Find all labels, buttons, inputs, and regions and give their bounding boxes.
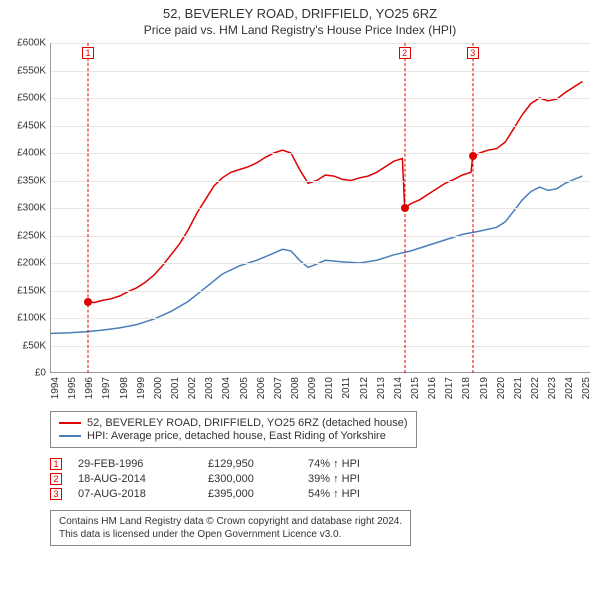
x-tick-label: 2016 [427, 377, 438, 399]
gridline [51, 208, 590, 209]
sale-row-date: 29-FEB-1996 [78, 458, 208, 470]
x-tick-label: 2000 [153, 377, 164, 399]
legend-row-property: 52, BEVERLEY ROAD, DRIFFIELD, YO25 6RZ (… [59, 417, 408, 429]
gridline [51, 263, 590, 264]
series-line [51, 176, 582, 333]
y-axis-labels: £0£50K£100K£150K£200K£250K£300K£350K£400… [8, 43, 48, 373]
gridline [51, 71, 590, 72]
sale-row-index: 3 [50, 488, 62, 500]
x-tick-label: 2021 [513, 377, 524, 399]
sale-row: 3 07-AUG-2018£395,00054% ↑ HPI [50, 488, 592, 500]
y-tick-label: £550K [8, 65, 46, 76]
x-tick-label: 2019 [479, 377, 490, 399]
sale-row-price: £395,000 [208, 488, 308, 500]
y-tick-label: £300K [8, 203, 46, 214]
sales-table: 1 29-FEB-1996£129,95074% ↑ HPI 2 18-AUG-201… [50, 458, 592, 500]
x-tick-label: 2017 [444, 377, 455, 399]
x-tick-label: 2001 [170, 377, 181, 399]
sale-event-line [88, 43, 89, 373]
sale-event-marker [469, 152, 477, 160]
x-tick-label: 2004 [221, 377, 232, 399]
sale-event-box: 3 [467, 47, 479, 59]
x-tick-label: 2003 [204, 377, 215, 399]
sale-row: 1 29-FEB-1996£129,95074% ↑ HPI [50, 458, 592, 470]
y-tick-label: £150K [8, 285, 46, 296]
x-tick-label: 2015 [410, 377, 421, 399]
x-tick-label: 2018 [461, 377, 472, 399]
sale-row-index: 2 [50, 473, 62, 485]
x-tick-label: 2008 [290, 377, 301, 399]
y-tick-label: £600K [8, 38, 46, 49]
gridline [51, 126, 590, 127]
sale-event-marker [84, 298, 92, 306]
legend-label-property: 52, BEVERLEY ROAD, DRIFFIELD, YO25 6RZ (… [87, 417, 408, 429]
x-axis-labels: 1994 1995 1996 1997 1998 1999 2000 2001 2002 2003… [50, 375, 590, 403]
gridline [51, 291, 590, 292]
y-tick-label: £500K [8, 93, 46, 104]
x-tick-label: 2006 [256, 377, 267, 399]
x-tick-label: 2022 [530, 377, 541, 399]
x-tick-label: 1999 [136, 377, 147, 399]
y-tick-label: £0 [8, 368, 46, 379]
y-tick-label: £400K [8, 148, 46, 159]
x-tick-label: 1995 [67, 377, 78, 399]
gridline [51, 181, 590, 182]
sale-row: 2 18-AUG-2014£300,00039% ↑ HPI [50, 473, 592, 485]
gridline [51, 346, 590, 347]
x-tick-label: 2005 [239, 377, 250, 399]
y-tick-label: £50K [8, 340, 46, 351]
gridline [51, 153, 590, 154]
sale-event-marker [401, 204, 409, 212]
legend-row-hpi: HPI: Average price, detached house, East… [59, 430, 408, 442]
x-tick-label: 2011 [341, 377, 352, 399]
legend-swatch-hpi [59, 435, 81, 437]
y-tick-label: £250K [8, 230, 46, 241]
x-tick-label: 2002 [187, 377, 198, 399]
page-title: 52, BEVERLEY ROAD, DRIFFIELD, YO25 6RZ [8, 6, 592, 21]
plot-area: 1 2 3 [50, 43, 590, 373]
sale-event-box: 1 [82, 47, 94, 59]
legend: 52, BEVERLEY ROAD, DRIFFIELD, YO25 6RZ (… [50, 411, 417, 448]
sale-event-line [472, 43, 473, 373]
y-tick-label: £350K [8, 175, 46, 186]
sale-row-pct: 39% ↑ HPI [308, 473, 360, 485]
sale-row-date: 07-AUG-2018 [78, 488, 208, 500]
sale-event-box: 2 [399, 47, 411, 59]
x-tick-label: 1996 [84, 377, 95, 399]
x-tick-label: 2014 [393, 377, 404, 399]
x-tick-label: 2013 [376, 377, 387, 399]
gridline [51, 318, 590, 319]
y-tick-label: £450K [8, 120, 46, 131]
sale-row-pct: 74% ↑ HPI [308, 458, 360, 470]
series-line [88, 82, 582, 303]
x-tick-label: 2024 [564, 377, 575, 399]
sale-row-index: 1 [50, 458, 62, 470]
x-tick-label: 1997 [101, 377, 112, 399]
x-tick-label: 1998 [119, 377, 130, 399]
sale-row-pct: 54% ↑ HPI [308, 488, 360, 500]
x-tick-label: 2007 [273, 377, 284, 399]
page-subtitle: Price paid vs. HM Land Registry's House … [8, 23, 592, 37]
x-tick-label: 2023 [547, 377, 558, 399]
gridline [51, 98, 590, 99]
chart: £0 £50K £100K £150K £200K £250K £300K £350K £400… [8, 43, 592, 403]
sale-row-price: £300,000 [208, 473, 308, 485]
y-tick-label: £100K [8, 313, 46, 324]
footer-attribution: Contains HM Land Registry data © Crown c… [50, 510, 411, 546]
y-tick-label: £200K [8, 258, 46, 269]
x-tick-label: 2025 [581, 377, 592, 399]
legend-swatch-property [59, 422, 81, 424]
gridline [51, 43, 590, 44]
x-tick-label: 2012 [359, 377, 370, 399]
x-tick-label: 2020 [496, 377, 507, 399]
x-tick-label: 2010 [324, 377, 335, 399]
footer-line-2: This data is licensed under the Open Gov… [59, 528, 402, 541]
sale-row-date: 18-AUG-2014 [78, 473, 208, 485]
x-tick-label: 1994 [50, 377, 61, 399]
x-tick-label: 2009 [307, 377, 318, 399]
legend-label-hpi: HPI: Average price, detached house, East… [87, 430, 386, 442]
footer-line-1: Contains HM Land Registry data © Crown c… [59, 515, 402, 528]
sale-row-price: £129,950 [208, 458, 308, 470]
gridline [51, 236, 590, 237]
